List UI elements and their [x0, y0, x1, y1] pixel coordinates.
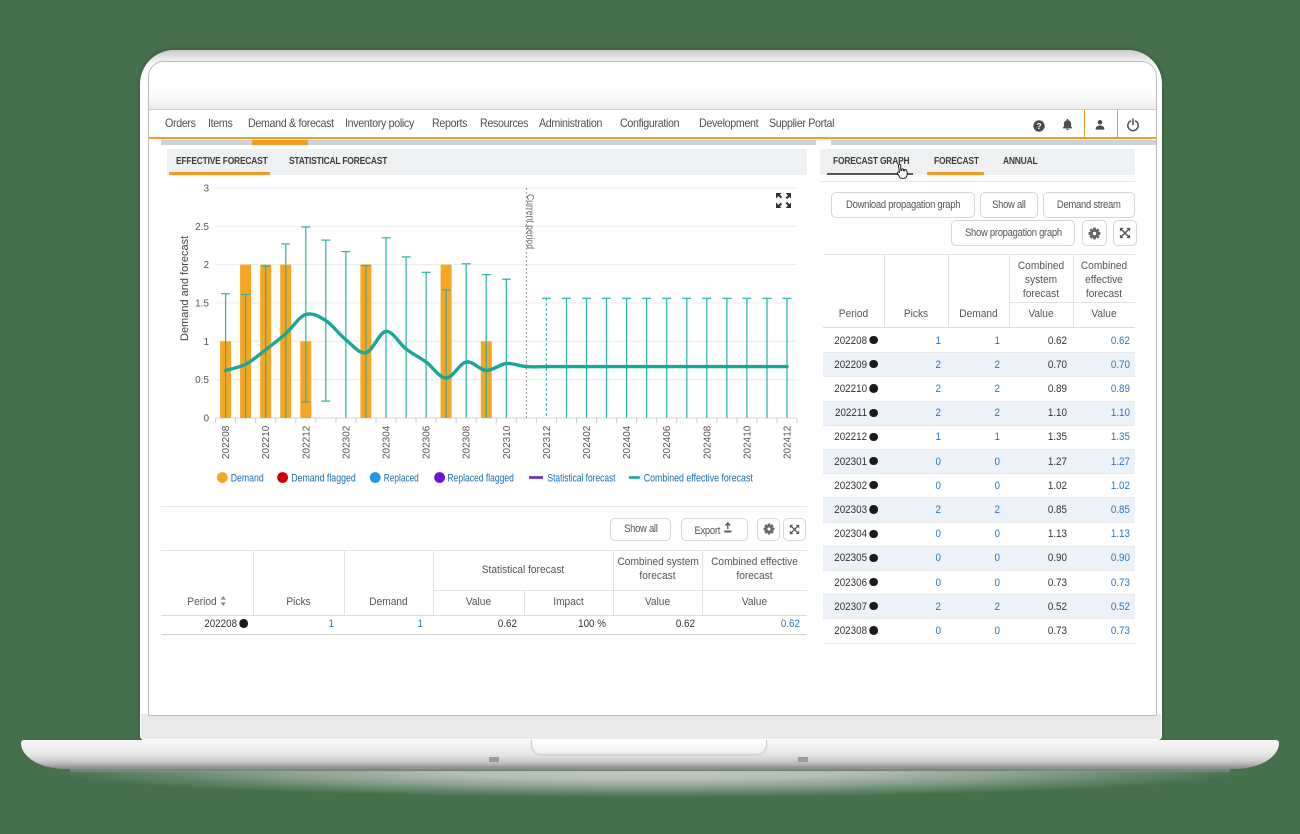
- svg-text:202312: 202312: [542, 425, 553, 459]
- svg-text:202210: 202210: [261, 425, 272, 459]
- svg-text:0.5: 0.5: [195, 375, 209, 386]
- svg-text:0: 0: [203, 414, 209, 425]
- svg-text:Combined effective forecast: Combined effective forecast: [644, 472, 753, 484]
- svg-text:2: 2: [203, 260, 209, 271]
- svg-text:202412: 202412: [783, 425, 794, 459]
- svg-text:202410: 202410: [742, 425, 753, 459]
- svg-text:1.5: 1.5: [195, 298, 209, 309]
- svg-text:Demand flagged: Demand flagged: [291, 472, 356, 484]
- svg-text:202306: 202306: [422, 425, 433, 459]
- svg-text:202208: 202208: [221, 425, 232, 459]
- svg-text:Replaced flagged: Replaced flagged: [447, 472, 514, 484]
- svg-text:202310: 202310: [502, 425, 513, 459]
- svg-text:202212: 202212: [301, 425, 312, 459]
- svg-text:2.5: 2.5: [195, 222, 209, 233]
- svg-text:Demand: Demand: [231, 472, 264, 484]
- svg-text:1: 1: [203, 337, 209, 348]
- svg-text:202408: 202408: [702, 425, 713, 459]
- svg-text:Current period: Current period: [524, 194, 535, 249]
- svg-text:202308: 202308: [462, 425, 473, 459]
- svg-text:?: ?: [1036, 121, 1041, 131]
- svg-text:202402: 202402: [582, 425, 593, 459]
- svg-text:202302: 202302: [341, 425, 352, 459]
- svg-text:Statistical forecast: Statistical forecast: [548, 472, 616, 484]
- svg-text:202304: 202304: [382, 425, 393, 459]
- svg-text:Demand and forecast: Demand and forecast: [179, 236, 191, 341]
- svg-text:3: 3: [203, 183, 209, 194]
- svg-text:202404: 202404: [622, 425, 633, 459]
- svg-text:Replaced: Replaced: [384, 472, 419, 484]
- svg-text:202406: 202406: [662, 425, 673, 459]
